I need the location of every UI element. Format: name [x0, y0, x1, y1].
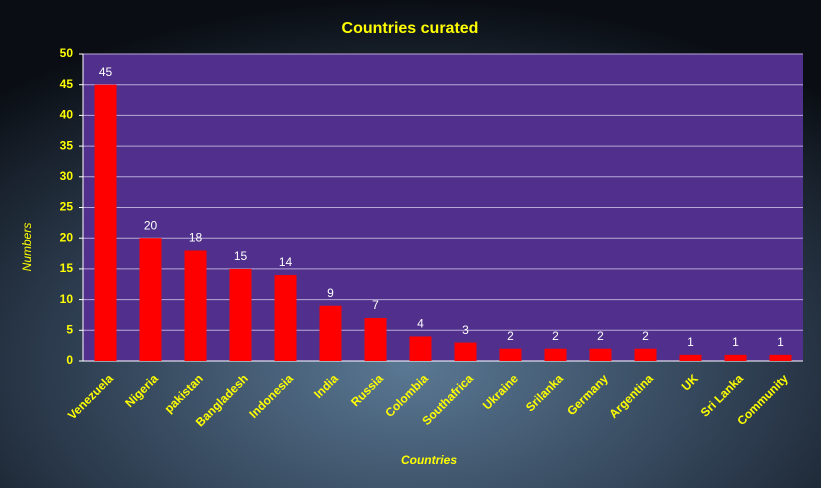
- data-label: 15: [234, 249, 248, 263]
- bar: [679, 354, 702, 361]
- data-label: 1: [687, 335, 694, 349]
- y-tick-label: 35: [60, 138, 74, 152]
- data-label: 1: [777, 335, 784, 349]
- bar: [769, 354, 792, 361]
- bar: [544, 348, 567, 361]
- x-axis-label: Countries: [401, 453, 457, 467]
- data-label: 1: [732, 335, 739, 349]
- data-label: 3: [462, 323, 469, 337]
- data-label: 14: [279, 255, 293, 269]
- bar: [184, 250, 207, 361]
- y-tick-label: 25: [60, 200, 74, 214]
- bar: [274, 275, 297, 361]
- data-label: 18: [189, 231, 203, 245]
- data-label: 9: [327, 286, 334, 300]
- data-label: 2: [597, 329, 604, 343]
- chart-title: Countries curated: [342, 20, 479, 37]
- y-tick-label: 30: [60, 169, 74, 183]
- y-tick-label: 50: [60, 46, 74, 60]
- bar: [634, 348, 657, 361]
- data-label: 2: [507, 329, 514, 343]
- y-tick-label: 5: [66, 322, 73, 336]
- data-label: 2: [642, 329, 649, 343]
- data-label: 2: [552, 329, 559, 343]
- data-label: 7: [372, 298, 379, 312]
- bar: [589, 348, 612, 361]
- bar: [229, 268, 252, 361]
- bar: [364, 318, 387, 361]
- bar: [454, 342, 477, 361]
- data-label: 20: [144, 218, 158, 232]
- y-tick-label: 15: [60, 261, 74, 275]
- bar: [319, 305, 342, 361]
- y-tick-label: 0: [66, 353, 73, 367]
- y-tick-label: 40: [60, 108, 74, 122]
- bar: [499, 348, 522, 361]
- y-tick-label: 10: [60, 292, 74, 306]
- data-label: 4: [417, 317, 424, 331]
- data-label: 45: [99, 65, 113, 79]
- y-tick-label: 20: [60, 230, 74, 244]
- y-axis-label: Numbers: [20, 223, 34, 272]
- bar: [724, 354, 747, 361]
- bar: [94, 84, 117, 361]
- y-tick-label: 45: [60, 77, 74, 91]
- bar: [139, 238, 162, 361]
- bar: [409, 336, 432, 361]
